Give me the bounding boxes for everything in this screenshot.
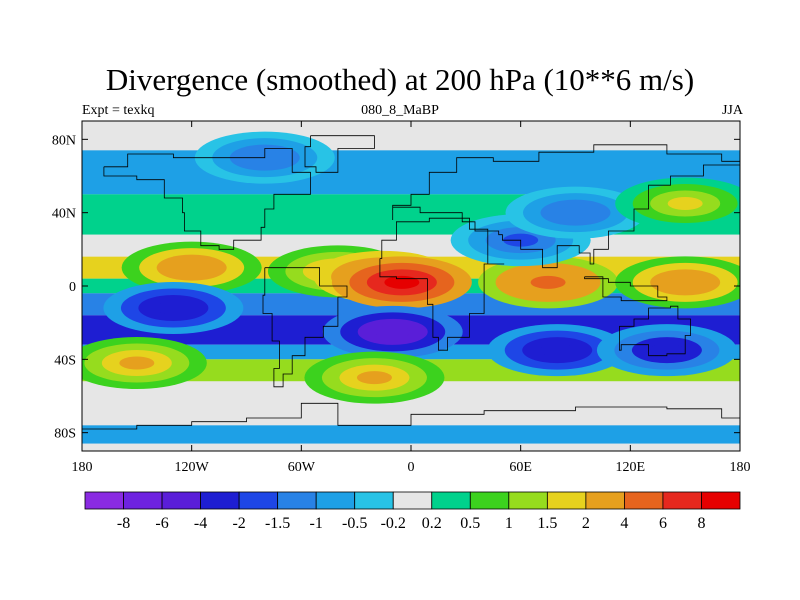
y-tick-label: 40N	[52, 207, 76, 222]
contour-fill	[539, 343, 575, 357]
contour-fill	[155, 301, 191, 315]
colorbar-label: 4	[620, 515, 628, 532]
coastline	[304, 135, 375, 173]
colorbar-swatch	[123, 491, 163, 510]
colorbar-swatch	[200, 491, 240, 510]
x-tick-label: 60W	[288, 460, 316, 475]
colorbar-label: -0.5	[342, 515, 367, 532]
colorbar-swatch	[546, 491, 587, 510]
contour-feature	[331, 256, 472, 309]
contour-feature	[82, 337, 207, 389]
colorbar-label: -1	[310, 515, 323, 532]
contour-fill	[174, 261, 210, 275]
colorbar-swatch	[84, 491, 124, 510]
y-tick-label: 80S	[54, 427, 76, 442]
y-tick-label: 0	[69, 280, 76, 295]
colorbar-swatch	[392, 491, 433, 510]
contour-fill	[119, 356, 155, 370]
colorbar-label: 6	[659, 515, 667, 532]
coastline	[584, 276, 668, 302]
contour-feature	[615, 256, 740, 309]
colorbar-label: -4	[194, 515, 207, 532]
coastline	[392, 144, 740, 269]
contour-fill	[558, 206, 593, 220]
colorbar-swatch	[277, 491, 317, 510]
colorbar-swatch	[701, 491, 741, 510]
colorbar-label: 2	[582, 515, 590, 532]
contour-feature	[322, 305, 463, 358]
contour-fill	[356, 371, 392, 385]
experiment-label: Expt = texkq	[82, 103, 155, 118]
coastline	[103, 148, 311, 250]
x-tick-label: 0	[408, 460, 415, 475]
colorbar-label: 0.5	[460, 515, 480, 532]
contour-fill	[667, 275, 703, 289]
contour-feature	[487, 324, 628, 377]
contour-fill	[667, 197, 703, 210]
contour-feature	[478, 256, 619, 309]
chart-title: Divergence (smoothed) at 200 hPa (10**6 …	[105, 62, 695, 97]
axis-ticks: 180 120W 60W 0 60E 120E 180 80N 40N 0 40S 80S	[52, 121, 751, 475]
colorbar: -8 -6 -4 -2 -1.5 -1 -0.5 -0.2 0.2 0.5 1 1.5 2 4 6 8	[84, 491, 741, 532]
y-tick-label: 80N	[52, 133, 76, 148]
contour-feature	[304, 351, 445, 404]
contour-fill	[384, 275, 420, 289]
colorbar-label: -8	[117, 515, 130, 532]
coastline-outlines	[82, 135, 740, 430]
colorbar-label: -2	[232, 515, 245, 532]
x-tick-label: 120E	[616, 460, 646, 475]
colorbar-swatch	[431, 491, 471, 510]
contour-fill	[530, 275, 566, 289]
colorbar-swatch	[585, 491, 625, 510]
colorbar-label: 0.2	[422, 515, 442, 532]
season-label: JJA	[721, 103, 743, 118]
coastline	[619, 305, 691, 357]
x-tick-label: 60E	[509, 460, 532, 475]
colorbar-label: 1	[505, 515, 513, 532]
colorbar-label: 8	[697, 515, 705, 532]
colorbar-swatch	[354, 491, 394, 510]
contour-feature	[615, 177, 740, 230]
contour-feature	[121, 241, 262, 294]
colorbar-swatch	[624, 491, 664, 510]
subtitle-label: 080_8_MaBP	[361, 103, 439, 118]
contour-feature	[103, 282, 244, 334]
colorbar-swatch	[469, 491, 510, 510]
colorbar-label: -0.2	[381, 515, 406, 532]
coastline	[262, 267, 348, 388]
coastline	[82, 402, 740, 430]
x-tick-label: 180	[72, 460, 93, 475]
x-tick-label: 180	[730, 460, 751, 475]
contour-band	[82, 425, 740, 444]
colorbar-swatch	[161, 491, 201, 510]
coastline	[379, 217, 505, 351]
colorbar-label: 1.5	[537, 515, 557, 532]
x-tick-label: 120W	[175, 460, 210, 475]
contour-fill	[375, 325, 411, 339]
colorbar-label: -6	[155, 515, 168, 532]
colorbar-swatch	[315, 491, 356, 510]
colorbar-swatch	[662, 491, 702, 510]
colorbar-swatch	[238, 491, 279, 510]
contour-feature	[596, 324, 737, 377]
contour-feature	[505, 186, 646, 239]
y-tick-label: 40S	[54, 353, 76, 368]
colorbar-label: -1.5	[265, 515, 290, 532]
colorbar-swatch	[508, 491, 548, 510]
